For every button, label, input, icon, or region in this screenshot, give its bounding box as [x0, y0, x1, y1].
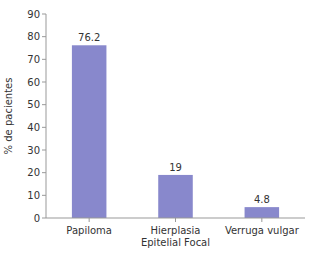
bar	[158, 175, 193, 218]
y-tick	[42, 218, 46, 219]
y-axis-line	[46, 14, 47, 218]
x-tick-label: HierplasiaEpitelial Focal	[141, 225, 210, 248]
y-tick-label: 0	[34, 213, 40, 224]
y-tick	[42, 127, 46, 128]
x-tick-label-line: Epitelial Focal	[141, 237, 210, 248]
x-tick-label: Papiloma	[66, 225, 112, 236]
data-label: 76.2	[78, 32, 100, 43]
x-tick	[89, 218, 90, 222]
x-tick	[261, 218, 262, 222]
y-tick	[42, 82, 46, 83]
y-tick	[42, 150, 46, 151]
x-tick-label-line: Papiloma	[66, 225, 112, 236]
y-tick	[42, 14, 46, 15]
y-tick	[42, 104, 46, 105]
y-tick	[42, 195, 46, 196]
y-tick-label: 20	[27, 167, 40, 178]
chart-container: 0 10 20 30 40 50 60 70 80 90 Papiloma HierplasiaEpi…	[0, 0, 315, 254]
chart-svg: 0 10 20 30 40 50 60 70 80 90 Papiloma HierplasiaEpi…	[0, 0, 315, 254]
bar	[245, 207, 280, 218]
x-tick	[175, 218, 176, 222]
y-tick-label: 40	[27, 122, 40, 133]
x-tick-label-line: Verruga vulgar	[225, 225, 300, 236]
bars	[72, 45, 279, 218]
y-tick	[42, 36, 46, 37]
data-label: 4.8	[254, 194, 270, 205]
y-tick-label: 70	[27, 54, 40, 65]
data-label: 19	[169, 162, 182, 173]
y-tick-label: 80	[27, 31, 40, 42]
y-tick	[42, 172, 46, 173]
y-tick-label: 90	[27, 9, 40, 20]
bar	[72, 45, 107, 218]
y-tick-label: 60	[27, 77, 40, 88]
y-tick	[42, 59, 46, 60]
y-tick-label: 50	[27, 99, 40, 110]
y-axis-label: % de pacientes	[3, 78, 14, 155]
y-tick-label: 30	[27, 145, 40, 156]
y-tick-label: 10	[27, 190, 40, 201]
x-tick-label-line: Hierplasia	[151, 225, 201, 236]
x-tick-label: Verruga vulgar	[225, 225, 300, 236]
